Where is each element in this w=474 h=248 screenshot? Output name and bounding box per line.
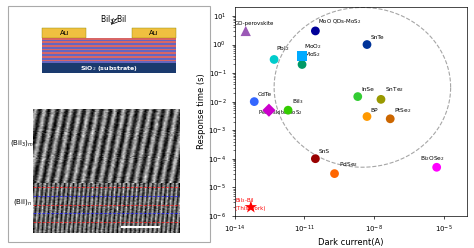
Point [270,58,278,62]
Point [377,97,385,101]
Text: BiI$_3$-BiI
(This work): BiI$_3$-BiI (This work) [235,196,265,211]
Text: (BiI$_3$)$_m$: (BiI$_3$)$_m$ [10,138,35,149]
Bar [42,45,176,47]
Bar [42,29,86,38]
Point [284,108,292,112]
Bar [132,29,176,38]
Point [386,117,394,121]
Bar [42,39,176,41]
Text: PdSe$_2$: PdSe$_2$ [338,160,357,169]
Text: MoS$_2$: MoS$_2$ [304,51,321,60]
Bar [42,56,176,58]
Point [363,115,371,119]
Bar [42,52,176,54]
Text: Au: Au [149,30,158,36]
Text: SnS: SnS [319,149,329,154]
Bar [42,62,176,63]
Text: InSe: InSe [362,87,375,92]
Text: Perovskite-MoS$_2$: Perovskite-MoS$_2$ [258,108,302,117]
Text: Au: Au [60,30,69,36]
Text: CdTe: CdTe [258,92,272,96]
Bar [42,54,176,56]
Point [250,100,258,104]
Point [311,157,319,161]
Bar [42,63,176,73]
Point [298,62,306,66]
Point [363,43,371,47]
Text: SnTe$_2$: SnTe$_2$ [385,85,404,94]
Bar [42,41,176,43]
Point [247,205,255,209]
Text: PbI$_2$: PbI$_2$ [276,44,289,53]
Point [433,165,440,169]
Text: BiI$_3$: BiI$_3$ [292,97,304,106]
Point [311,29,319,33]
Text: GO-perovskite: GO-perovskite [235,21,274,26]
Bar [42,51,176,52]
Point [331,172,338,176]
Point [354,94,362,98]
Text: (BiI)$_n$: (BiI)$_n$ [13,197,32,207]
X-axis label: Dark current(A): Dark current(A) [318,238,383,247]
Text: BiI$_3$-BiI: BiI$_3$-BiI [100,13,127,26]
Bar [42,38,176,39]
Bar [42,58,176,60]
Point [242,29,249,33]
Bar [42,60,176,62]
Text: SiO$_2$ (substrate): SiO$_2$ (substrate) [80,64,138,73]
Text: SnTe: SnTe [370,34,384,39]
Bar [42,47,176,49]
Text: PtSe$_2$: PtSe$_2$ [393,106,411,115]
Bar [42,43,176,45]
Y-axis label: Response time (s): Response time (s) [197,74,206,150]
Text: Bi$_2$OSe$_2$: Bi$_2$OSe$_2$ [420,154,445,163]
Text: BP: BP [370,108,378,113]
Text: MoO QDs-MoS$_2$: MoO QDs-MoS$_2$ [319,17,362,26]
Bar [42,49,176,51]
Point [298,54,306,58]
Text: MoO$_2$: MoO$_2$ [304,42,322,51]
Point [265,108,273,112]
